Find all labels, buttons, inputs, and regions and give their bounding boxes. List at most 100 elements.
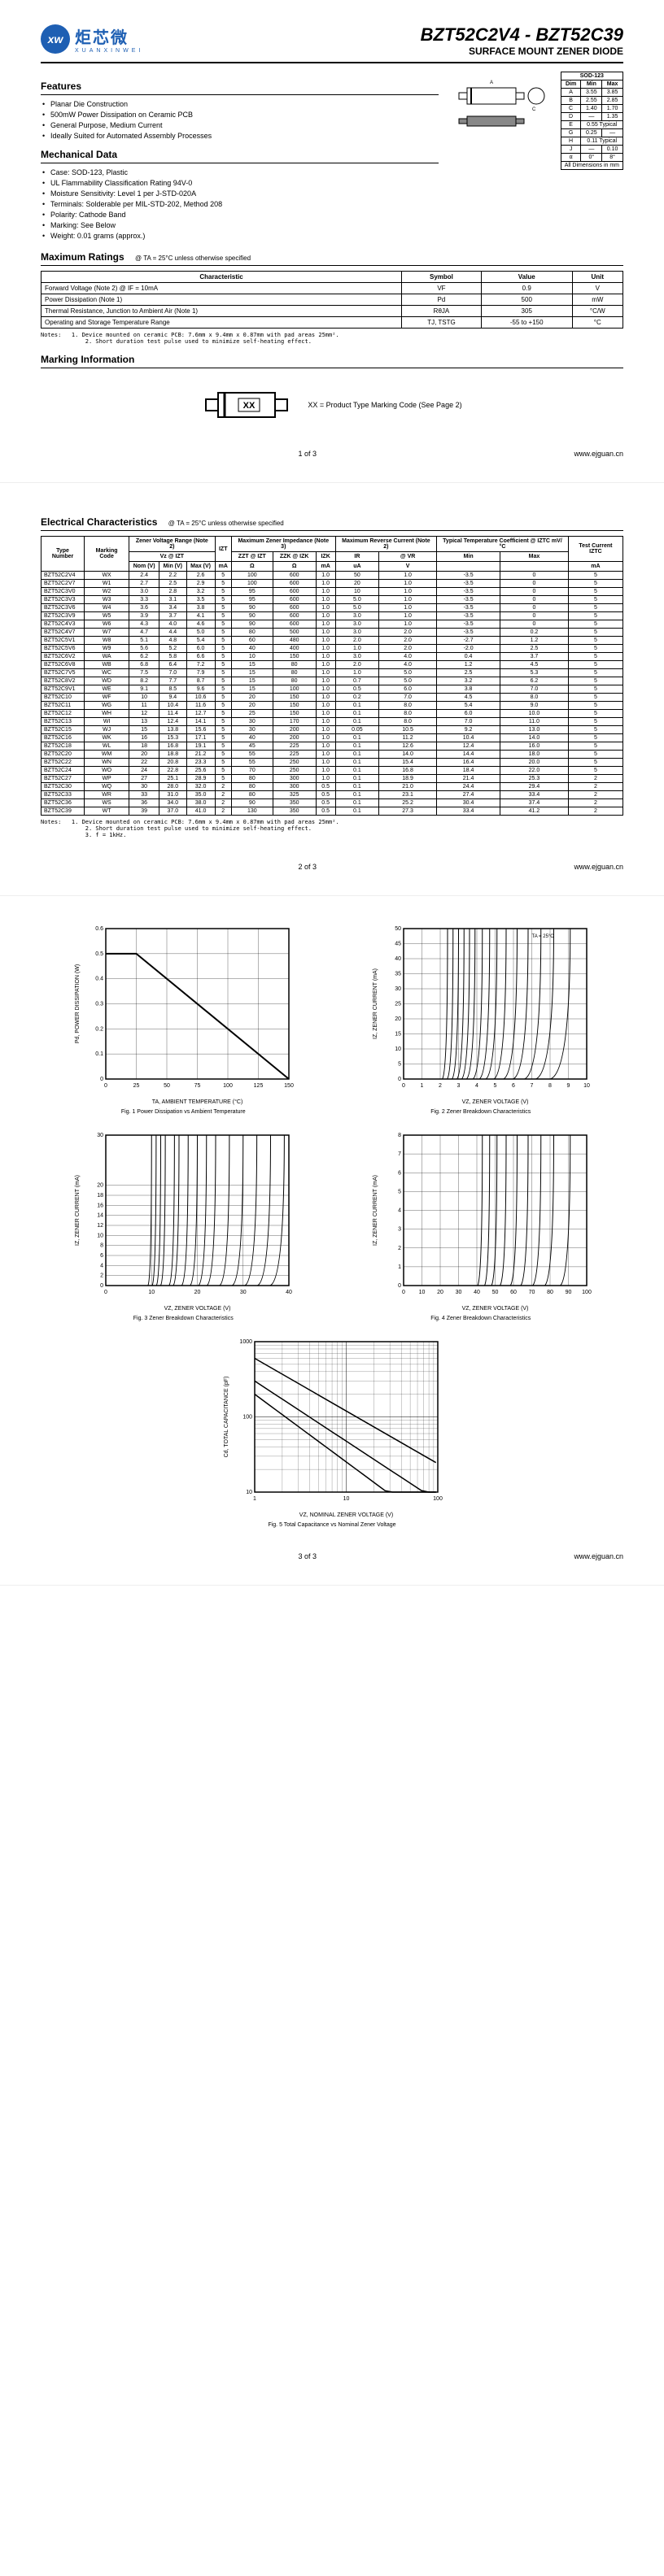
svg-text:7: 7	[398, 1151, 401, 1157]
svg-text:10: 10	[149, 1290, 155, 1295]
svg-text:0: 0	[402, 1083, 405, 1089]
svg-text:0: 0	[398, 1077, 401, 1082]
svg-text:90: 90	[565, 1290, 571, 1295]
svg-text:50: 50	[164, 1083, 170, 1089]
svg-text:1: 1	[398, 1264, 401, 1270]
page-footer: 1 of 3 www.ejguan.cn	[41, 450, 623, 458]
svg-text:8: 8	[100, 1243, 103, 1249]
svg-text:1: 1	[253, 1496, 256, 1502]
svg-text:0: 0	[398, 1283, 401, 1289]
svg-text:9: 9	[566, 1083, 570, 1089]
mech-item: Polarity: Cathode Band	[50, 211, 439, 219]
svg-text:1: 1	[420, 1083, 423, 1089]
svg-text:4: 4	[475, 1083, 478, 1089]
mech-item: Terminals: Solderable per MIL-STD-202, M…	[50, 200, 439, 208]
svg-text:10: 10	[418, 1290, 425, 1295]
svg-text:45: 45	[395, 942, 401, 947]
svg-text:IZ, ZENER CURRENT (mA): IZ, ZENER CURRENT (mA)	[75, 1175, 81, 1246]
mech-item: Weight: 0.01 grams (approx.)	[50, 232, 439, 240]
fig5: 110100101001000VZ, NOMINAL ZENER VOLTAGE…	[218, 1334, 446, 1528]
svg-text:2: 2	[439, 1083, 442, 1089]
svg-text:100: 100	[582, 1290, 592, 1295]
svg-text:C: C	[532, 107, 536, 112]
svg-text:8: 8	[548, 1083, 552, 1089]
page-3: 025507510012515000.10.20.30.40.50.6TA, A…	[0, 896, 664, 1586]
svg-text:14: 14	[97, 1213, 103, 1219]
page-1: xw 炬芯微 XUANXINWEI BZT52C2V4 - BZT52C39 S…	[0, 0, 664, 483]
svg-text:30: 30	[395, 986, 401, 992]
svg-text:100: 100	[433, 1496, 443, 1502]
svg-text:20: 20	[97, 1183, 103, 1189]
mech-item: Moisture Sensitivity: Level 1 per J-STD-…	[50, 189, 439, 198]
svg-text:10: 10	[583, 1083, 590, 1089]
svg-text:70: 70	[528, 1290, 535, 1295]
svg-text:TA = 25°C: TA = 25°C	[531, 934, 554, 939]
sod-footer: All Dimensions in mm	[561, 162, 622, 170]
svg-text:0.6: 0.6	[96, 926, 104, 932]
logo-en: XUANXINWEI	[75, 48, 143, 54]
svg-text:1000: 1000	[239, 1339, 252, 1345]
svg-text:20: 20	[437, 1290, 443, 1295]
svg-text:3: 3	[398, 1227, 401, 1233]
electrical-table: Type Number Marking Code Zener Voltage R…	[41, 536, 623, 816]
feature-item: Planar Die Construction	[50, 100, 439, 108]
part-title: BZT52C2V4 - BZT52C39	[421, 24, 623, 46]
max-ratings-table: Characteristic Symbol Value Unit Forward…	[41, 271, 623, 329]
mech-item: Case: SOD-123, Plastic	[50, 168, 439, 176]
sod-table: SOD-123 DimMinMax A3.553.85B2.552.85C1.4…	[561, 72, 623, 170]
marking-heading: Marking Information	[41, 351, 623, 368]
svg-text:30: 30	[240, 1290, 247, 1295]
svg-text:VZ, ZENER VOLTAGE (V): VZ, ZENER VOLTAGE (V)	[461, 1099, 528, 1105]
svg-text:VZ, ZENER VOLTAGE (V): VZ, ZENER VOLTAGE (V)	[461, 1306, 528, 1312]
svg-text:IZ, ZENER CURRENT (mA): IZ, ZENER CURRENT (mA)	[373, 968, 378, 1039]
svg-text:10: 10	[246, 1490, 252, 1495]
sod-title: SOD-123	[561, 72, 622, 80]
svg-text:0.5: 0.5	[96, 951, 104, 957]
svg-text:20: 20	[395, 1016, 401, 1022]
page-footer: 3 of 3 www.ejguan.cn	[41, 1552, 623, 1560]
mechanical-heading: Mechanical Data	[41, 146, 439, 163]
svg-text:50: 50	[395, 926, 401, 932]
sod-package: A C SOD-123 DimMinMax A3.553.85B2.552.85…	[455, 72, 623, 170]
svg-text:5: 5	[398, 1062, 401, 1068]
svg-text:5: 5	[398, 1189, 401, 1194]
svg-text:150: 150	[284, 1083, 294, 1089]
svg-text:10: 10	[343, 1496, 350, 1502]
header: xw 炬芯微 XUANXINWEI BZT52C2V4 - BZT52C39 S…	[41, 24, 623, 63]
svg-text:15: 15	[395, 1032, 401, 1038]
svg-text:40: 40	[395, 956, 401, 962]
logo: xw 炬芯微 XUANXINWEI	[41, 24, 143, 54]
mechanical-list: Case: SOD-123, Plastic UL Flammability C…	[41, 168, 439, 240]
svg-text:0.1: 0.1	[96, 1051, 104, 1057]
svg-text:5: 5	[493, 1083, 496, 1089]
svg-text:IZ, ZENER CURRENT (mA): IZ, ZENER CURRENT (mA)	[373, 1175, 378, 1246]
feature-item: 500mW Power Dissipation on Ceramic PCB	[50, 111, 439, 119]
svg-text:12: 12	[97, 1223, 103, 1229]
feature-item: General Purpose, Medium Current	[50, 121, 439, 129]
svg-text:50: 50	[491, 1290, 498, 1295]
svg-text:0: 0	[104, 1290, 107, 1295]
svg-text:A: A	[490, 80, 493, 85]
mech-item: UL Flammability Classification Rating 94…	[50, 179, 439, 187]
svg-text:40: 40	[474, 1290, 480, 1295]
svg-text:80: 80	[547, 1290, 553, 1295]
page-2: Electrical Characteristics @ TA = 25°C u…	[0, 483, 664, 896]
svg-text:3: 3	[456, 1083, 460, 1089]
max-ratings-heading: Maximum Ratings @ TA = 25°C unless other…	[41, 249, 623, 266]
logo-icon: xw	[41, 24, 70, 54]
svg-text:0.2: 0.2	[96, 1026, 104, 1032]
svg-text:0: 0	[100, 1077, 103, 1082]
elec-notes: Notes: 1. Device mounted on ceramic PCB:…	[41, 819, 623, 838]
fig1: 025507510012515000.10.20.30.40.50.6TA, A…	[41, 920, 326, 1115]
svg-text:25: 25	[133, 1083, 140, 1089]
svg-text:30: 30	[455, 1290, 461, 1295]
svg-text:TA, AMBIENT TEMPERATURE (°C): TA, AMBIENT TEMPERATURE (°C)	[152, 1099, 243, 1105]
svg-text:0: 0	[100, 1283, 103, 1289]
svg-text:6: 6	[398, 1170, 401, 1176]
svg-text:VZ, NOMINAL ZENER VOLTAGE (V): VZ, NOMINAL ZENER VOLTAGE (V)	[299, 1512, 393, 1518]
svg-text:0: 0	[104, 1083, 107, 1089]
svg-text:16: 16	[97, 1203, 103, 1208]
fig2: 01234567891005101520253035404550VZ, ZENE…	[339, 920, 624, 1115]
svg-text:100: 100	[242, 1415, 252, 1421]
svg-text:0: 0	[402, 1290, 405, 1295]
